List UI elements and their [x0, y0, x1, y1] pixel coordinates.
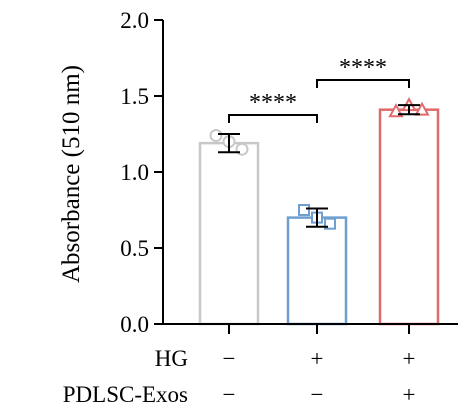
- y-tick-label: 0.5: [120, 236, 149, 261]
- condition-sign: +: [311, 346, 324, 371]
- data-point: [298, 204, 310, 216]
- data-points-group: [209, 97, 430, 230]
- y-axis: 0.0 0.5 1.0 1.5 2.0: [120, 8, 164, 337]
- y-tick-label: 1.5: [120, 84, 149, 109]
- condition-label: PDLSC-Exos: [63, 382, 188, 407]
- significance-bracket: [228, 114, 318, 123]
- data-point: [209, 129, 223, 143]
- condition-table: HG − + + PDLSC-Exos − − +: [63, 346, 416, 407]
- significance-label: ****: [339, 55, 387, 81]
- condition-sign: +: [403, 382, 416, 407]
- bar: [378, 108, 440, 326]
- condition-sign: −: [311, 382, 324, 407]
- y-tick-label: 0.0: [120, 312, 149, 337]
- y-axis-label: Absorbance (510 nm): [58, 65, 85, 283]
- significance-bracket: [316, 79, 410, 88]
- bar: [198, 141, 260, 326]
- significance-group: **** ****: [228, 55, 410, 123]
- significance-label: ****: [249, 90, 297, 116]
- error-bars-group: [218, 104, 420, 228]
- condition-sign: +: [403, 346, 416, 371]
- x-axis: [163, 323, 458, 334]
- y-tick-label: 2.0: [120, 8, 149, 33]
- condition-sign: −: [223, 346, 236, 371]
- condition-label: HG: [155, 346, 188, 371]
- condition-sign: −: [223, 382, 236, 407]
- data-point: [414, 101, 430, 116]
- data-point: [324, 217, 336, 230]
- y-tick-label: 1.0: [120, 160, 149, 185]
- bar: [286, 216, 348, 326]
